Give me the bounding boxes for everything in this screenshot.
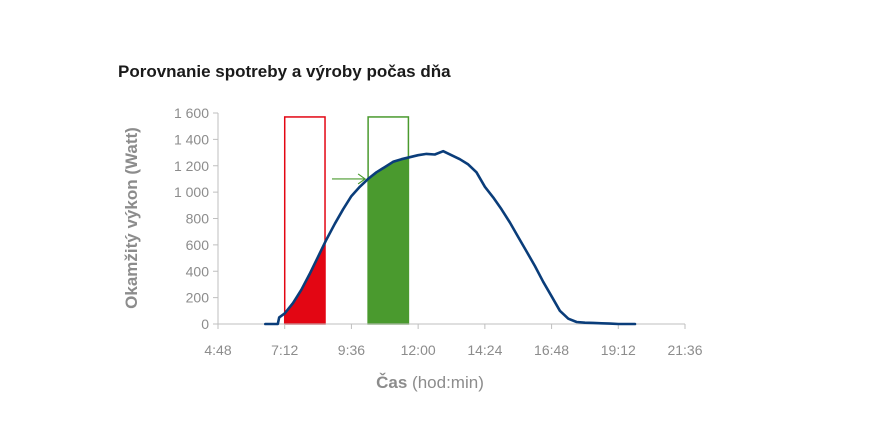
y-tick-label: 1 400 — [174, 131, 209, 147]
chart-title: Porovnanie spotreby a výroby počas dňa — [118, 62, 451, 81]
highlight-fill-2 — [368, 157, 409, 324]
y-tick-label: 800 — [186, 211, 210, 227]
shift-arrow — [331, 173, 367, 185]
x-axis-title: Čas (hod:min) — [376, 373, 484, 392]
series-layer — [264, 149, 637, 326]
x-tick-label: 9:36 — [338, 342, 365, 358]
x-tick-label: 19:12 — [601, 342, 636, 358]
x-tick-label: 14:24 — [467, 342, 502, 358]
x-axis-title-bold: Čas — [376, 373, 407, 392]
y-tick-label: 1 200 — [174, 158, 209, 174]
y-tick-label: 0 — [201, 316, 209, 332]
x-tick-label: 7:12 — [271, 342, 298, 358]
arrow-head — [357, 173, 367, 185]
series-line — [264, 149, 637, 326]
x-tick-label: 12:00 — [401, 342, 436, 358]
x-tick-label: 21:36 — [667, 342, 702, 358]
highlight-layer — [283, 116, 410, 325]
x-tick-label: 16:48 — [534, 342, 569, 358]
y-axis-title: Okamžitý výkon (Watt) — [122, 127, 141, 309]
y-tick-label: 1 600 — [174, 105, 209, 121]
x-tick-label: 4:48 — [204, 342, 231, 358]
axes: 0 200 400 600 800 1 000 1 200 1 400 1 600 4:48 7:1… — [174, 105, 703, 358]
x-axis-title-unit: (hod:min) — [407, 373, 484, 392]
y-tick-label: 200 — [186, 290, 210, 306]
y-tick-label: 600 — [186, 237, 210, 253]
y-tick-label: 1 000 — [174, 184, 209, 200]
y-tick-label: 400 — [186, 263, 210, 279]
